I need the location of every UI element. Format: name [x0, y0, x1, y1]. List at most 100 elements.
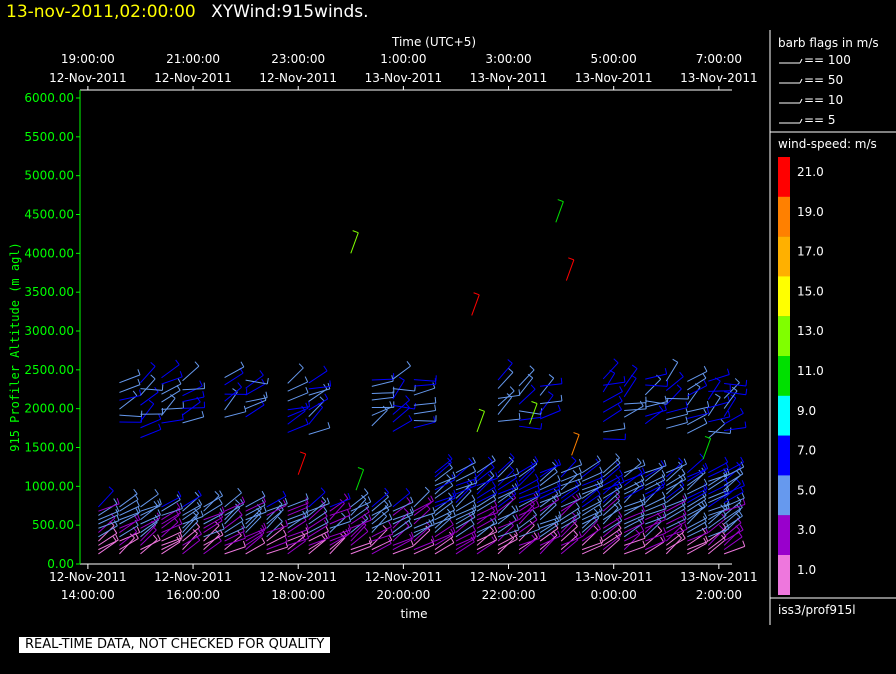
barb-shaft [245, 516, 262, 533]
barb-shaft [455, 470, 476, 482]
barb-flag [527, 373, 534, 379]
wind-barb [476, 500, 498, 516]
barb-shaft [560, 516, 581, 529]
wind-barb [602, 453, 620, 474]
barb-flag [195, 535, 201, 541]
y-tick-label: 1000.00 [24, 479, 74, 493]
wind-barb [203, 523, 225, 538]
barb-shaft [602, 409, 622, 423]
barb-shaft [539, 504, 557, 521]
barb-flag [697, 503, 703, 509]
barb-shaft [434, 509, 455, 521]
barb-shaft [624, 464, 646, 474]
barb-shaft [266, 527, 285, 542]
wind-barb [560, 494, 581, 512]
barb-shaft [224, 366, 245, 379]
barb-shaft [602, 373, 616, 393]
barb-flag [298, 363, 304, 369]
barb-shaft [518, 377, 534, 396]
barb-shaft [702, 438, 712, 460]
wind-barb [287, 386, 309, 402]
y-tick-label: 4000.00 [24, 246, 74, 260]
speed-swatch [778, 316, 790, 357]
barb-shaft [665, 484, 685, 499]
barb-flag [511, 484, 517, 490]
barb-flag [357, 467, 364, 471]
barb-shaft [723, 466, 744, 478]
barb-flag [534, 456, 539, 462]
barb-shaft [686, 474, 704, 491]
barb-shaft [266, 534, 287, 546]
barb-shaft [203, 495, 223, 508]
wind-barb [245, 527, 265, 546]
barb-shaft [497, 477, 517, 491]
barb-shaft [518, 537, 541, 546]
wind-barb [581, 539, 603, 555]
wind-barb [119, 488, 138, 508]
wind-barb [723, 456, 744, 474]
barb-flag [617, 404, 623, 410]
wind-barb [413, 415, 437, 422]
wind-barb [392, 403, 417, 410]
wind-barb [224, 521, 245, 538]
barb-flag [179, 370, 183, 377]
wind-barb [371, 528, 394, 542]
barb-shaft [602, 500, 620, 516]
wind-barb [392, 496, 414, 512]
barb-flag [432, 382, 436, 389]
barb-flag [663, 527, 667, 534]
wind-barb [329, 509, 351, 525]
barb-flag [447, 453, 453, 460]
barb-shaft [645, 502, 666, 512]
barb-shaft [371, 518, 393, 529]
barb-flag [514, 533, 518, 540]
wind-barb [581, 489, 601, 508]
wind-barb [119, 514, 141, 529]
x-tick-label: 13-Nov-2011 [680, 570, 758, 584]
barb-flag [571, 456, 577, 462]
wind-barb [666, 416, 688, 429]
barb-flag [683, 458, 688, 465]
barb-shaft [182, 526, 200, 542]
barb-shaft [687, 506, 706, 521]
barb-flag [305, 497, 309, 504]
barb-flag [136, 526, 141, 533]
wind-barb [666, 408, 689, 421]
wind-barb [687, 483, 708, 499]
barb-flag [726, 468, 730, 475]
barb-shaft [245, 501, 266, 512]
barb-flag [741, 492, 745, 499]
barb-shaft [602, 457, 620, 474]
barb-shaft [687, 517, 707, 529]
wind-barb [518, 384, 536, 405]
wind-barb [308, 496, 327, 516]
barb-shaft [434, 501, 453, 516]
barb-shaft [623, 405, 644, 418]
wind-barb [413, 397, 437, 406]
wind-barb [287, 527, 309, 542]
wind-barb [266, 516, 283, 538]
wind-barb [371, 373, 395, 381]
wind-barb [98, 534, 119, 551]
barb-shaft [723, 509, 742, 525]
wind-barb [603, 376, 626, 386]
barb-shaft [708, 494, 727, 508]
barb-flag [327, 382, 331, 390]
barb-flag [572, 470, 578, 476]
barb-flag [284, 497, 288, 504]
barb-flag [512, 514, 517, 521]
barb-flag [452, 510, 456, 517]
wind-barb [413, 497, 432, 516]
barb-shaft [476, 492, 497, 504]
barb-flag [514, 529, 518, 536]
barb-shaft [140, 403, 155, 422]
wind-barb [434, 474, 456, 491]
barb-shaft [329, 514, 351, 525]
barb-flag [430, 495, 434, 502]
barb-flag [277, 516, 283, 522]
barb-shaft [266, 541, 288, 551]
barb-flag [363, 488, 369, 494]
wind-barb [565, 257, 575, 281]
wind-barb [723, 468, 744, 486]
barb-shaft [539, 488, 561, 499]
